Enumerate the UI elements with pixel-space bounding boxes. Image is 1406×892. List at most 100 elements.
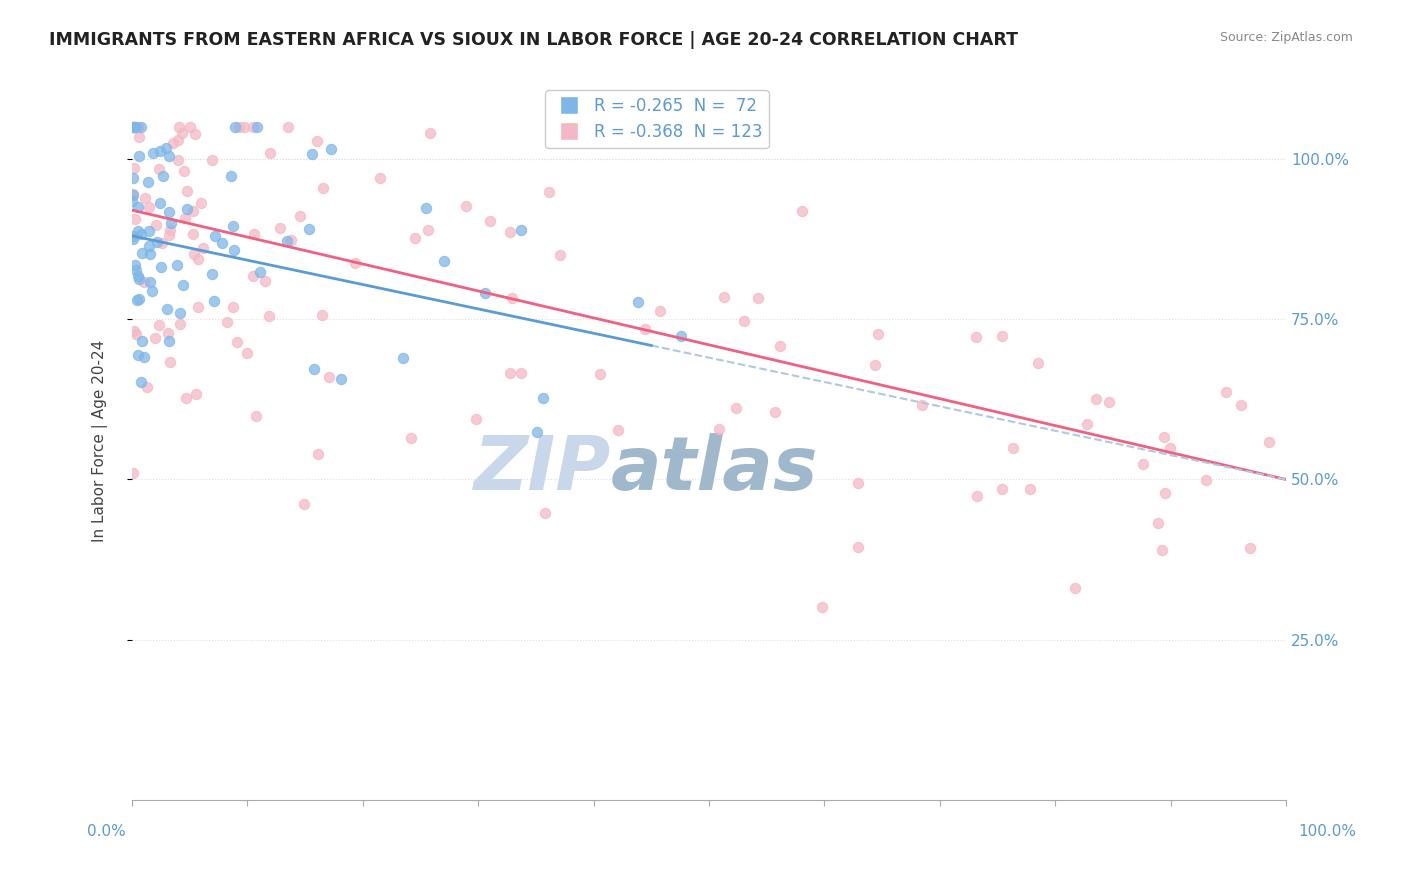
Point	[257, 309, 280, 323]
Point	[538, 185, 561, 199]
Point	[217, 315, 239, 329]
Point	[1076, 417, 1098, 431]
Point	[232, 120, 254, 134]
Point	[307, 447, 329, 461]
Point	[127, 120, 149, 134]
Point	[966, 489, 988, 503]
Point	[145, 218, 167, 232]
Point	[176, 202, 198, 217]
Point	[141, 285, 163, 299]
Point	[1063, 581, 1085, 595]
Point	[648, 304, 671, 318]
Point	[221, 219, 243, 233]
Point	[415, 201, 437, 215]
Point	[166, 258, 188, 272]
Point	[181, 227, 204, 241]
Point	[501, 291, 523, 305]
Point	[1159, 441, 1181, 455]
Text: ZIP: ZIP	[474, 434, 610, 507]
Point	[149, 260, 172, 274]
Point	[128, 272, 150, 286]
Point	[526, 425, 548, 440]
Point	[763, 405, 786, 419]
Point	[991, 329, 1014, 343]
Point	[131, 120, 153, 134]
Point	[176, 184, 198, 198]
Point	[319, 142, 342, 156]
Point	[499, 226, 522, 240]
Point	[222, 300, 245, 314]
Text: 0.0%: 0.0%	[87, 824, 127, 838]
Point	[159, 223, 181, 237]
Point	[747, 292, 769, 306]
Point	[298, 222, 321, 236]
Point	[127, 224, 149, 238]
Point	[136, 175, 159, 189]
Point	[725, 401, 748, 416]
Point	[122, 120, 145, 134]
Point	[548, 248, 571, 262]
Point	[132, 275, 155, 289]
Point	[184, 127, 207, 141]
Point	[911, 398, 934, 412]
Point	[228, 120, 250, 134]
Point	[769, 339, 792, 353]
Point	[224, 244, 246, 258]
Point	[254, 274, 277, 288]
Point	[474, 285, 496, 300]
Point	[588, 367, 610, 381]
Point	[121, 232, 143, 246]
Point	[156, 301, 179, 316]
Point	[305, 134, 328, 148]
Point	[329, 372, 352, 386]
Point	[138, 224, 160, 238]
Point	[201, 153, 224, 167]
Point	[311, 308, 333, 322]
Point	[211, 236, 233, 251]
Point	[318, 369, 340, 384]
Point	[464, 412, 486, 426]
Point	[201, 267, 224, 281]
Point	[607, 423, 630, 437]
Point	[224, 120, 246, 134]
Point	[866, 327, 889, 342]
Point	[121, 120, 143, 134]
Point	[162, 136, 184, 150]
Point	[368, 170, 391, 185]
Point	[454, 199, 477, 213]
Point	[148, 196, 170, 211]
Point	[122, 467, 145, 481]
Point	[863, 358, 886, 372]
Point	[965, 330, 987, 344]
Point	[169, 317, 191, 331]
Point	[302, 362, 325, 376]
Point	[138, 200, 160, 214]
Point	[790, 204, 813, 219]
Point	[122, 188, 145, 202]
Point	[121, 120, 143, 134]
Point	[1085, 392, 1108, 406]
Point	[1150, 543, 1173, 558]
Point	[121, 228, 143, 243]
Point	[1026, 356, 1049, 370]
Point	[141, 145, 163, 160]
Text: atlas: atlas	[610, 434, 818, 507]
Point	[416, 223, 439, 237]
Point	[159, 355, 181, 369]
Point	[235, 346, 257, 360]
Point	[627, 294, 650, 309]
Point	[1001, 441, 1024, 455]
Point	[146, 235, 169, 250]
Point	[160, 216, 183, 230]
Point	[245, 409, 267, 423]
Point	[479, 213, 502, 227]
Point	[127, 348, 149, 362]
Point	[181, 203, 204, 218]
Point	[419, 126, 441, 140]
Point	[1154, 486, 1177, 500]
Point	[301, 147, 323, 161]
Point	[125, 327, 148, 342]
Point	[509, 367, 531, 381]
Point	[138, 239, 160, 253]
Point	[242, 120, 264, 134]
